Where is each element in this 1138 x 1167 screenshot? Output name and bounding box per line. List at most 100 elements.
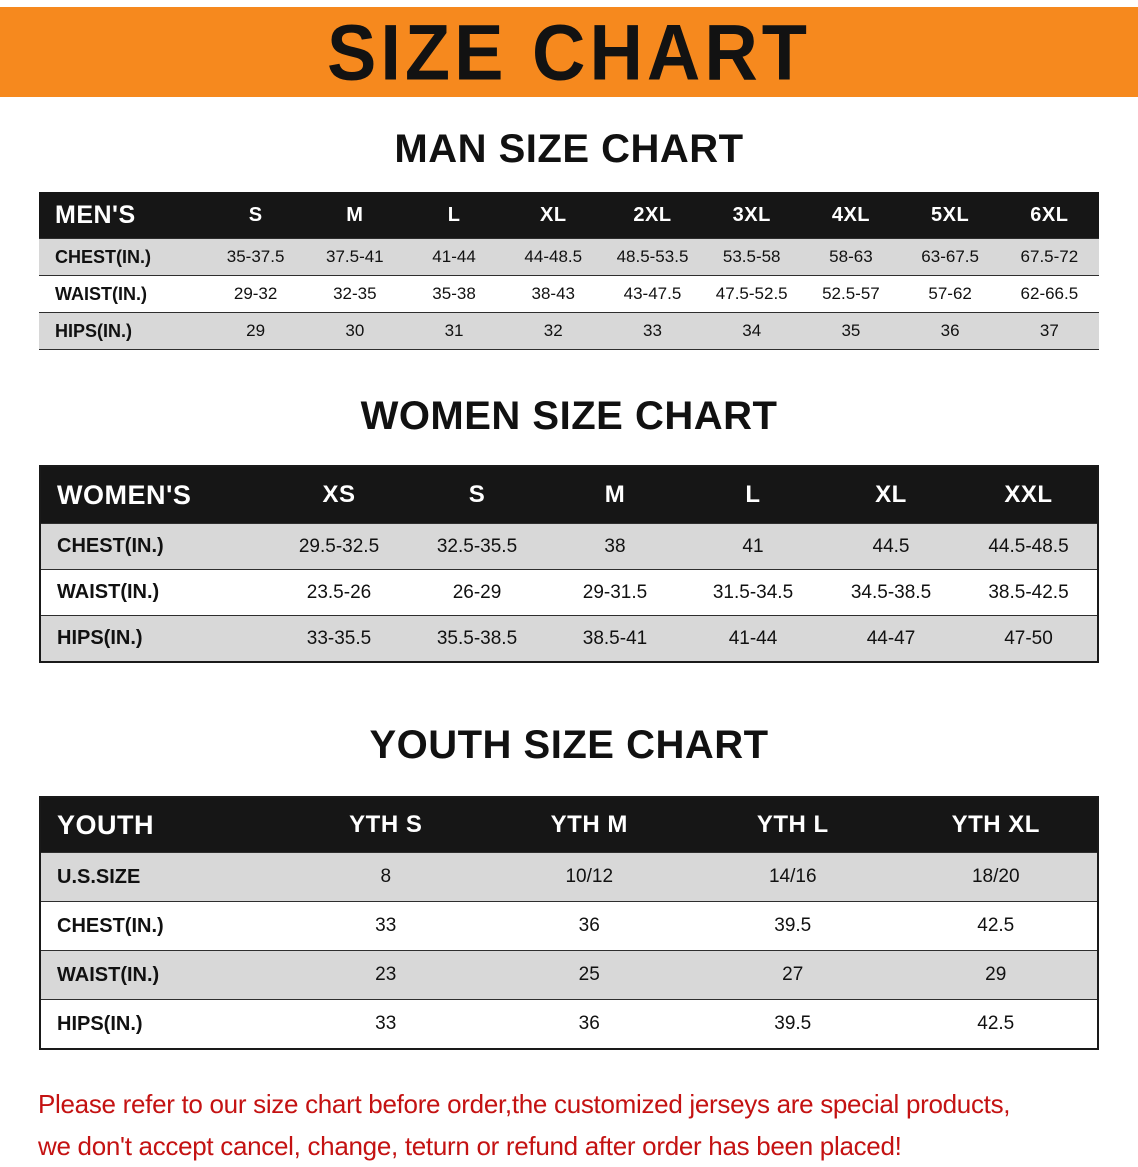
youth-table-body: U.S.SIZE 8 10/12 14/16 18/20 CHEST(IN.) 33 36 39… [40,852,1098,1050]
cell-value: 23.5-26 [270,569,408,616]
cell-value: 36 [487,901,691,951]
cell-value: 29 [894,950,1098,1000]
table-corner-label: YOUTH [57,809,154,840]
row-label: HIPS(IN.) [39,312,206,350]
cell-value: 14/16 [691,852,895,902]
column-header: M [346,203,364,226]
cell-value: 41 [684,523,822,570]
cell-value: 8 [284,852,488,902]
column-header: YTH XL [951,811,1040,838]
cell-value: 31.5-34.5 [684,569,822,616]
cell-value: 42.5 [894,901,1098,951]
column-header: YTH M [550,811,628,838]
column-header: YTH L [756,811,829,838]
cell-value: 63-67.5 [900,238,1000,276]
table-row: HIPS(IN.) 29 30 31 32 33 34 35 36 37 [39,312,1099,350]
cell-value: 42.5 [894,999,1098,1050]
cell-value: 35.5-38.5 [408,615,546,663]
column-header: 4XL [831,203,871,226]
banner: SIZE CHART [0,7,1138,97]
women-section: WOMEN SIZE CHART WOMEN'S XS S M L XL XXL CHEST… [0,394,1138,663]
youth-size-table: YOUTH YTH S YTH M YTH L YTH XL U.S.SIZE 8 10/1… [39,796,1099,1050]
cell-value: 38.5-41 [546,615,684,663]
cell-value: 41-44 [404,238,504,276]
cell-value: 53.5-58 [702,238,802,276]
column-header: XL [539,203,567,226]
row-label: HIPS(IN.) [40,615,270,663]
cell-value: 29-31.5 [546,569,684,616]
column-header: 2XL [633,203,672,226]
cell-value: 47.5-52.5 [702,275,802,313]
column-header: XXL [1004,481,1053,508]
men-size-table: MEN'S S M L XL 2XL 3XL 4XL 5XL 6XL CHEST(IN.) 35-3… [39,192,1099,350]
cell-value: 23 [284,950,488,1000]
row-label: CHEST(IN.) [40,901,284,951]
cell-value: 18/20 [894,852,1098,902]
men-section-heading: MAN SIZE CHART [394,127,744,171]
cell-value: 39.5 [691,901,895,951]
cell-value: 31 [404,312,504,350]
women-table-body: CHEST(IN.) 29.5-32.5 32.5-35.5 38 41 44.5 44.5… [40,523,1098,663]
row-label: U.S.SIZE [40,852,284,902]
column-header: XS [322,481,356,508]
column-header: 5XL [931,203,970,226]
table-row: HIPS(IN.) 33 36 39.5 42.5 [40,999,1098,1050]
table-row: U.S.SIZE 8 10/12 14/16 18/20 [40,852,1098,902]
column-header: M [604,481,626,508]
cell-value: 41-44 [684,615,822,663]
header-row: YOUTH YTH S YTH M YTH L YTH XL [40,797,1098,853]
cell-value: 44.5-48.5 [960,523,1098,570]
cell-value: 34 [702,312,802,350]
table-row: CHEST(IN.) 33 36 39.5 42.5 [40,901,1098,951]
cell-value: 57-62 [900,275,1000,313]
cell-value: 29 [206,312,306,350]
cell-value: 33 [284,901,488,951]
cell-value: 38.5-42.5 [960,569,1098,616]
cell-value: 30 [305,312,405,350]
table-corner-label: MEN'S [55,200,136,229]
cell-value: 44.5 [822,523,960,570]
disclaimer-line-1: Please refer to our size chart before or… [38,1089,1011,1119]
cell-value: 37 [999,312,1099,350]
cell-value: 35 [801,312,901,350]
youth-section-heading: YOUTH SIZE CHART [369,723,769,767]
cell-value: 67.5-72 [999,238,1099,276]
cell-value: 33 [602,312,703,350]
youth-table-head: YOUTH YTH S YTH M YTH L YTH XL [40,797,1098,853]
table-row: CHEST(IN.) 35-37.5 37.5-41 41-44 44-48.5 48.5… [39,238,1099,276]
cell-value: 29-32 [206,275,306,313]
cell-value: 10/12 [487,852,691,902]
men-section: MAN SIZE CHART MEN'S S M L XL 2XL 3XL 4XL 5XL 6XL… [0,127,1138,350]
cell-value: 35-37.5 [206,238,306,276]
cell-value: 39.5 [691,999,895,1050]
cell-value: 25 [487,950,691,1000]
cell-value: 62-66.5 [999,275,1099,313]
table-row: CHEST(IN.) 29.5-32.5 32.5-35.5 38 41 44.5 44.5… [40,523,1098,570]
row-label: CHEST(IN.) [39,238,206,276]
column-header: XL [875,481,907,508]
banner-title: SIZE CHART [327,8,811,96]
cell-value: 36 [900,312,1000,350]
cell-value: 38 [546,523,684,570]
column-header: L [745,481,761,508]
cell-value: 58-63 [801,238,901,276]
cell-value: 29.5-32.5 [270,523,408,570]
row-label: CHEST(IN.) [40,523,270,570]
cell-value: 44-47 [822,615,960,663]
cell-value: 26-29 [408,569,546,616]
disclaimer: Please refer to our size chart before or… [0,1084,1138,1167]
cell-value: 27 [691,950,895,1000]
cell-value: 32 [503,312,603,350]
cell-value: 35-38 [404,275,504,313]
cell-value: 44-48.5 [503,238,603,276]
table-row: HIPS(IN.) 33-35.5 35.5-38.5 38.5-41 41-44 44-… [40,615,1098,663]
table-row: WAIST(IN.) 29-32 32-35 35-38 38-43 43-47.5 47.… [39,275,1099,313]
men-table-body: CHEST(IN.) 35-37.5 37.5-41 41-44 44-48.5 48.5… [39,238,1099,350]
women-section-heading: WOMEN SIZE CHART [360,394,778,438]
cell-value: 37.5-41 [305,238,405,276]
cell-value: 33-35.5 [270,615,408,663]
cell-value: 43-47.5 [602,275,703,313]
women-table-head: WOMEN'S XS S M L XL XXL [40,466,1098,524]
row-label: HIPS(IN.) [40,999,284,1050]
women-size-table: WOMEN'S XS S M L XL XXL CHEST(IN.) 29.5-32.5 32.… [39,465,1099,663]
